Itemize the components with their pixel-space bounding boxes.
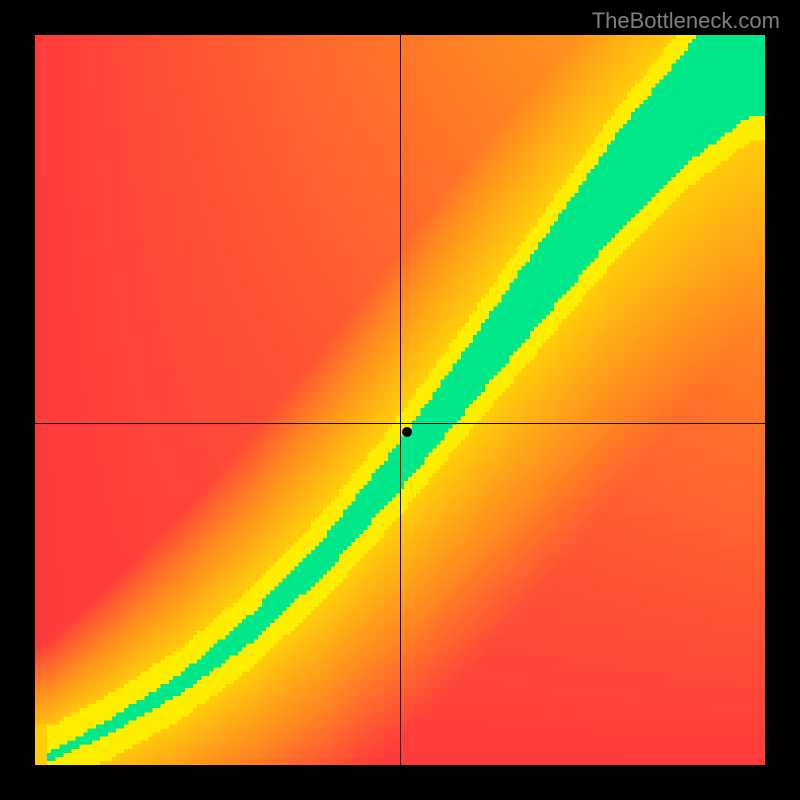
crosshair-vertical (400, 35, 401, 765)
data-point-marker (402, 427, 412, 437)
plot-area (35, 35, 765, 765)
crosshair-horizontal (35, 423, 765, 424)
watermark-text: TheBottleneck.com (592, 8, 780, 34)
